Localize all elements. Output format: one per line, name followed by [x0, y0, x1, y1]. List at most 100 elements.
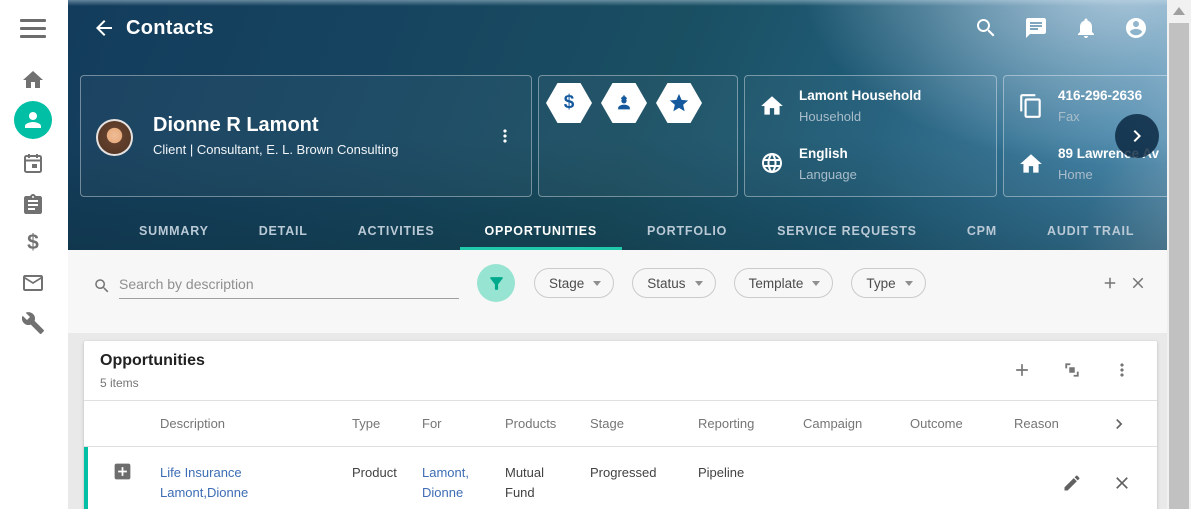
search-icon[interactable]	[974, 16, 998, 40]
column-reason[interactable]: Reason	[1014, 416, 1059, 431]
dollar-badge-icon: $	[563, 92, 575, 113]
tab-opportunities[interactable]: OPPORTUNITIES	[459, 212, 623, 250]
chip-stage[interactable]: Stage	[534, 268, 615, 298]
language-entry: English Language	[745, 146, 857, 182]
panel-actions	[1012, 360, 1132, 380]
scroll-up-arrow-icon	[1173, 7, 1185, 15]
badge-star[interactable]	[656, 83, 702, 123]
search-input[interactable]	[119, 274, 459, 299]
delete-icon[interactable]	[1112, 473, 1132, 493]
contact-subtitle: Client | Consultant, E. L. Brown Consult…	[153, 142, 399, 157]
sidebar-item-mail[interactable]	[21, 271, 45, 295]
chip-template-label: Template	[748, 275, 804, 291]
divider	[84, 400, 1157, 401]
opportunity-description-link[interactable]: Life Insurance Lamont,Dionne	[160, 465, 249, 500]
badge-dollar[interactable]: $	[546, 83, 592, 123]
chip-status-label: Status	[647, 275, 686, 291]
filter-chips: Stage Status Template Type	[534, 268, 926, 298]
chip-type[interactable]: Type	[851, 268, 926, 298]
tab-bar: SUMMARY DETAIL ACTIVITIES OPPORTUNITIES …	[68, 212, 1167, 250]
cell-outcome	[910, 447, 1014, 509]
add-opportunity-icon[interactable]	[1012, 360, 1032, 380]
home-icon	[23, 71, 43, 88]
scrollbar-thumb[interactable]	[1169, 23, 1189, 509]
tab-summary[interactable]: SUMMARY	[139, 224, 209, 238]
tab-cpm[interactable]: CPM	[966, 224, 997, 238]
contact-name: Dionne R Lamont	[153, 114, 319, 136]
household-entry: Lamont Household Household	[745, 88, 921, 124]
sidebar-item-tools[interactable]	[21, 311, 45, 335]
globe-icon	[745, 146, 799, 182]
address-label: Home	[1058, 167, 1093, 182]
add-box-icon[interactable]	[112, 461, 133, 482]
tab-activities[interactable]: ACTIVITIES	[357, 224, 435, 238]
fax-label: Fax	[1058, 109, 1080, 124]
tab-service-requests[interactable]: SERVICE REQUESTS	[777, 224, 917, 238]
filter-bar-actions	[1101, 274, 1147, 292]
scrollbar[interactable]	[1167, 0, 1191, 509]
scroll-up-button[interactable]	[1167, 0, 1191, 22]
menu-icon[interactable]	[20, 19, 46, 38]
cell-type: Product	[352, 465, 397, 480]
search-field	[93, 274, 459, 299]
sidebar-item-billing[interactable]: $	[21, 231, 45, 255]
avatar[interactable]	[96, 119, 133, 156]
add-filter-icon[interactable]	[1101, 274, 1119, 292]
tab-audit-trail[interactable]: AUDIT TRAIL	[1047, 224, 1135, 238]
sidebar-item-tasks[interactable]	[21, 193, 45, 217]
fax-value[interactable]: 416-296-2636	[1058, 88, 1143, 103]
notifications-icon[interactable]	[1074, 16, 1098, 40]
language-label: Language	[799, 167, 857, 182]
engineer-icon	[618, 95, 630, 110]
dollar-icon: $	[27, 231, 39, 254]
edit-icon[interactable]	[1062, 473, 1082, 493]
column-description[interactable]: Description	[160, 416, 226, 431]
funnel-icon	[489, 276, 503, 290]
column-products[interactable]: Products	[505, 416, 557, 431]
filter-bar: Stage Status Template Type	[68, 250, 1167, 333]
sidebar-item-calendar[interactable]	[21, 151, 45, 175]
column-campaign[interactable]: Campaign	[803, 416, 863, 431]
language-value: English	[799, 146, 848, 161]
star-icon	[669, 93, 689, 112]
column-reporting[interactable]: Reporting	[698, 416, 755, 431]
more-vert-icon[interactable]	[1112, 360, 1132, 380]
clear-filters-icon[interactable]	[1129, 274, 1147, 292]
home-icon	[745, 88, 799, 124]
tab-portfolio[interactable]: PORTFOLIO	[647, 224, 728, 238]
content-area: Opportunities 5 items Description Type F…	[68, 333, 1167, 509]
badges-card: $	[538, 75, 738, 197]
cell-stage: Progressed	[590, 465, 657, 480]
column-type[interactable]: Type	[352, 416, 381, 431]
search-icon	[93, 277, 111, 295]
sidebar-item-contacts[interactable]	[14, 101, 52, 139]
scroll-columns-right-icon[interactable]	[1109, 414, 1129, 434]
column-for[interactable]: For	[422, 416, 442, 431]
calendar-icon	[24, 154, 42, 173]
household-value[interactable]: Lamont Household	[799, 88, 922, 103]
panel-header: Opportunities 5 items	[84, 341, 1157, 400]
column-outcome[interactable]: Outcome	[910, 416, 963, 431]
chip-template[interactable]: Template	[733, 268, 834, 298]
back-button[interactable]	[92, 16, 116, 40]
opportunity-for-link[interactable]: Lamont, Dionne	[422, 465, 469, 500]
table-header: Description Type For Products Stage Repo…	[84, 401, 1157, 446]
mail-icon	[23, 275, 43, 291]
column-stage[interactable]: Stage	[590, 416, 624, 431]
chip-status[interactable]: Status	[632, 268, 716, 298]
carousel-next-button[interactable]	[1115, 114, 1159, 158]
more-vert-icon[interactable]	[495, 126, 515, 146]
expand-selection-icon[interactable]	[1062, 360, 1082, 380]
chevron-down-icon	[812, 280, 821, 286]
appbar-actions	[974, 16, 1148, 40]
filter-button[interactable]	[477, 264, 515, 302]
chat-icon[interactable]	[1024, 16, 1048, 40]
table-row[interactable]: Life Insurance Lamont,Dionne Product Lam…	[84, 446, 1157, 509]
badge-engineer[interactable]	[601, 83, 647, 123]
copy-icon	[1004, 88, 1058, 124]
sidebar-item-home[interactable]	[21, 68, 45, 92]
account-icon[interactable]	[1124, 16, 1148, 40]
chevron-down-icon	[593, 280, 602, 286]
tab-detail[interactable]: DETAIL	[258, 224, 308, 238]
